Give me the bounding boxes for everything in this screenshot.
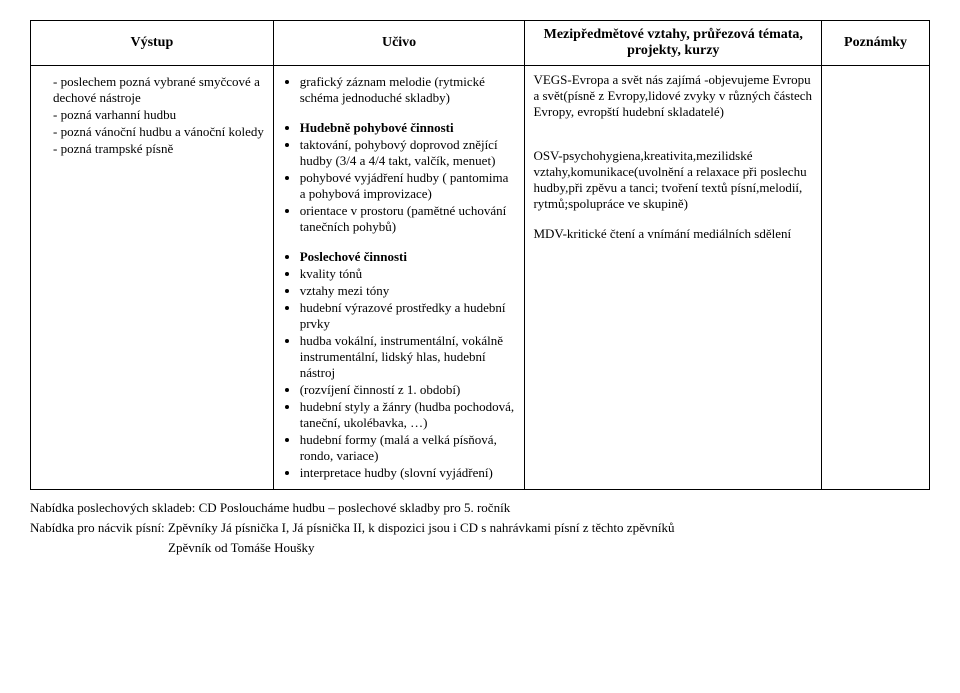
- header-vztahy: Mezipředmětové vztahy, průřezová témata,…: [525, 21, 822, 66]
- footer-line2a: Nabídka pro nácvik písní: Zpěvníky Já pí…: [30, 520, 930, 536]
- ucivo-item: kvality tónů: [300, 266, 517, 282]
- ucivo-group1-title: Hudebně pohybové činnosti: [300, 120, 517, 136]
- ucivo-item: hudba vokální, instrumentální, vokálně i…: [300, 333, 517, 381]
- vztahy-para3: MDV-kritické čtení a vnímání mediálních …: [533, 226, 813, 242]
- header-poznamky: Poznámky: [822, 21, 930, 66]
- header-row: Výstup Učivo Mezipředmětové vztahy, průř…: [31, 21, 930, 66]
- ucivo-group2-title: Poslechové činnosti: [300, 249, 517, 265]
- ucivo-item: orientace v prostoru (pamětné uchování t…: [300, 203, 517, 235]
- ucivo-item: (rozvíjení činností z 1. období): [300, 382, 517, 398]
- ucivo-item: hudební styly a žánry (hudba pochodová, …: [300, 399, 517, 431]
- vystup-item: pozná trampské písně: [53, 141, 265, 157]
- vztahy-para2: OSV-psychohygiena,kreativita,mezilidské …: [533, 148, 813, 212]
- content-row: poslechem pozná vybrané smyčcové a decho…: [31, 66, 930, 490]
- ucivo-item: pohybové vyjádření hudby ( pantomima a p…: [300, 170, 517, 202]
- cell-poznamky: [822, 66, 930, 490]
- header-vystup: Výstup: [31, 21, 274, 66]
- vztahy-para1: VEGS-Evropa a svět nás zajímá -objevujem…: [533, 72, 813, 120]
- vystup-item: pozná varhanní hudbu: [53, 107, 265, 123]
- ucivo-item: hudební výrazové prostředky a hudební pr…: [300, 300, 517, 332]
- footer-line2b: Zpěvník od Tomáše Houšky: [30, 540, 930, 556]
- ucivo-intro-list: grafický záznam melodie (rytmické schéma…: [282, 74, 517, 106]
- vystup-item: poslechem pozná vybrané smyčcové a decho…: [53, 74, 265, 106]
- cell-vztahy: VEGS-Evropa a svět nás zajímá -objevujem…: [525, 66, 822, 490]
- ucivo-intro: grafický záznam melodie (rytmické schéma…: [300, 74, 517, 106]
- cell-ucivo: grafický záznam melodie (rytmické schéma…: [273, 66, 525, 490]
- ucivo-item: hudební formy (malá a velká písňová, ron…: [300, 432, 517, 464]
- group2-title-text: Poslechové činnosti: [300, 249, 407, 264]
- ucivo-group1: Hudebně pohybové činnosti taktování, poh…: [282, 120, 517, 235]
- group1-title-text: Hudebně pohybové činnosti: [300, 120, 454, 135]
- header-ucivo: Učivo: [273, 21, 525, 66]
- ucivo-group2: Poslechové činnosti kvality tónů vztahy …: [282, 249, 517, 481]
- vystup-item: pozná vánoční hudbu a vánoční koledy: [53, 124, 265, 140]
- ucivo-item: vztahy mezi tóny: [300, 283, 517, 299]
- ucivo-item: taktování, pohybový doprovod znějící hud…: [300, 137, 517, 169]
- footer-line1: Nabídka poslechových skladeb: CD Poslouc…: [30, 500, 930, 516]
- curriculum-table: Výstup Učivo Mezipředmětové vztahy, průř…: [30, 20, 930, 490]
- ucivo-item: interpretace hudby (slovní vyjádření): [300, 465, 517, 481]
- cell-vystup: poslechem pozná vybrané smyčcové a decho…: [31, 66, 274, 490]
- vystup-list: poslechem pozná vybrané smyčcové a decho…: [39, 74, 265, 157]
- footer-notes: Nabídka poslechových skladeb: CD Poslouc…: [30, 500, 930, 556]
